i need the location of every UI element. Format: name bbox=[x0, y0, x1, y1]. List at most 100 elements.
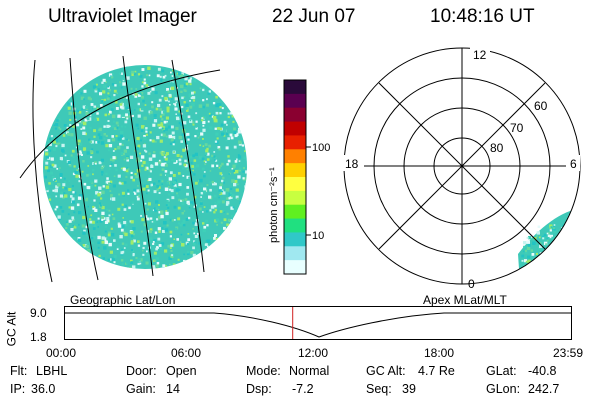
uv-speck bbox=[545, 275, 549, 279]
uv-speck bbox=[161, 127, 164, 130]
uv-speck bbox=[181, 202, 185, 206]
uv-speck bbox=[121, 191, 125, 195]
uv-speck bbox=[148, 165, 150, 168]
uv-speck bbox=[86, 174, 89, 177]
uv-speck bbox=[140, 155, 145, 159]
uv-speck bbox=[64, 154, 67, 157]
uv-speck bbox=[169, 235, 172, 238]
uv-speck bbox=[161, 118, 164, 121]
uv-speck bbox=[106, 124, 110, 128]
uv-speck bbox=[86, 151, 90, 155]
uv-speck bbox=[167, 206, 170, 209]
uv-speck bbox=[97, 235, 101, 240]
uv-speck bbox=[156, 246, 159, 249]
uv-speck bbox=[159, 159, 161, 162]
uv-speck bbox=[139, 262, 142, 265]
uv-speck bbox=[533, 237, 537, 240]
colorbar-strips bbox=[284, 80, 306, 275]
uv-speck bbox=[558, 277, 560, 280]
filter-value: LBHL bbox=[36, 364, 68, 378]
uv-speck bbox=[89, 220, 93, 224]
uv-speck bbox=[72, 225, 75, 227]
altitude-bottom-tick: 1.8 bbox=[30, 330, 47, 344]
uv-speck bbox=[139, 258, 143, 262]
uv-speck bbox=[54, 188, 58, 193]
uv-speck bbox=[175, 126, 179, 131]
uv-speck bbox=[75, 146, 78, 149]
uv-speck bbox=[193, 205, 196, 208]
uv-speck bbox=[170, 75, 172, 78]
uv-speck bbox=[105, 185, 110, 189]
uv-speck bbox=[556, 283, 560, 284]
uv-speck bbox=[153, 182, 156, 185]
uv-speck bbox=[559, 233, 562, 237]
uv-speck bbox=[178, 158, 182, 162]
uv-speck bbox=[523, 250, 525, 253]
uv-speck bbox=[149, 90, 152, 93]
uv-speck bbox=[183, 210, 186, 212]
uv-speck bbox=[238, 169, 241, 172]
uv-speck bbox=[117, 137, 121, 141]
uv-speck bbox=[130, 240, 134, 244]
uv-speck bbox=[193, 232, 196, 235]
uv-speck bbox=[146, 229, 150, 233]
uv-speck bbox=[112, 184, 116, 188]
uv-speck bbox=[216, 164, 219, 167]
uv-speck bbox=[225, 203, 229, 206]
uv-speck bbox=[166, 203, 170, 207]
uv-speck bbox=[148, 177, 152, 181]
uv-speck bbox=[199, 87, 202, 90]
uv-speck bbox=[546, 237, 548, 240]
uv-speck bbox=[523, 241, 527, 245]
uv-speck bbox=[201, 119, 204, 122]
uv-speck bbox=[164, 187, 169, 191]
uv-speck bbox=[176, 194, 179, 197]
uv-speck bbox=[178, 110, 181, 113]
uv-speck bbox=[186, 132, 190, 137]
uv-speck bbox=[236, 122, 239, 125]
uv-speck bbox=[217, 127, 220, 130]
uv-speck bbox=[180, 123, 184, 127]
uv-speck bbox=[540, 277, 544, 281]
uv-speck bbox=[97, 226, 99, 228]
uv-speck bbox=[147, 179, 149, 182]
uv-speck bbox=[188, 216, 191, 220]
uv-speck bbox=[75, 224, 78, 227]
uv-speck bbox=[189, 119, 192, 122]
uv-speck bbox=[576, 250, 579, 253]
uv-speck bbox=[105, 81, 107, 83]
uv-speck bbox=[148, 168, 152, 172]
uv-speck bbox=[77, 238, 82, 242]
uv-speck bbox=[226, 124, 228, 126]
colorbar-strip bbox=[284, 204, 306, 220]
uv-speck bbox=[581, 257, 584, 260]
uv-speck bbox=[171, 254, 174, 257]
uv-speck bbox=[127, 192, 130, 195]
uv-speck bbox=[531, 253, 535, 256]
uv-noise bbox=[44, 66, 247, 269]
uv-speck bbox=[143, 184, 147, 188]
uv-speck bbox=[126, 156, 129, 160]
uv-speck bbox=[122, 167, 126, 171]
uv-speck bbox=[145, 162, 150, 166]
uv-speck bbox=[73, 211, 76, 214]
uv-speck bbox=[137, 194, 140, 197]
uv-speck bbox=[111, 138, 116, 142]
uv-speck bbox=[128, 115, 131, 118]
uv-speck bbox=[120, 259, 124, 262]
uv-speck bbox=[185, 103, 189, 107]
uv-speck bbox=[104, 220, 109, 224]
gain-label: Gain: bbox=[126, 382, 156, 396]
uv-speck bbox=[151, 105, 154, 109]
uv-speck bbox=[193, 79, 197, 83]
uv-speck bbox=[123, 247, 126, 249]
uv-speck bbox=[121, 143, 124, 146]
uv-speck bbox=[170, 125, 174, 129]
uv-speck bbox=[132, 93, 135, 96]
uv-speck bbox=[213, 194, 217, 198]
uv-speck bbox=[100, 197, 103, 200]
uv-speck bbox=[206, 210, 209, 213]
uv-speck bbox=[189, 77, 192, 80]
uv-speck bbox=[127, 139, 130, 142]
uv-speck bbox=[116, 246, 120, 250]
